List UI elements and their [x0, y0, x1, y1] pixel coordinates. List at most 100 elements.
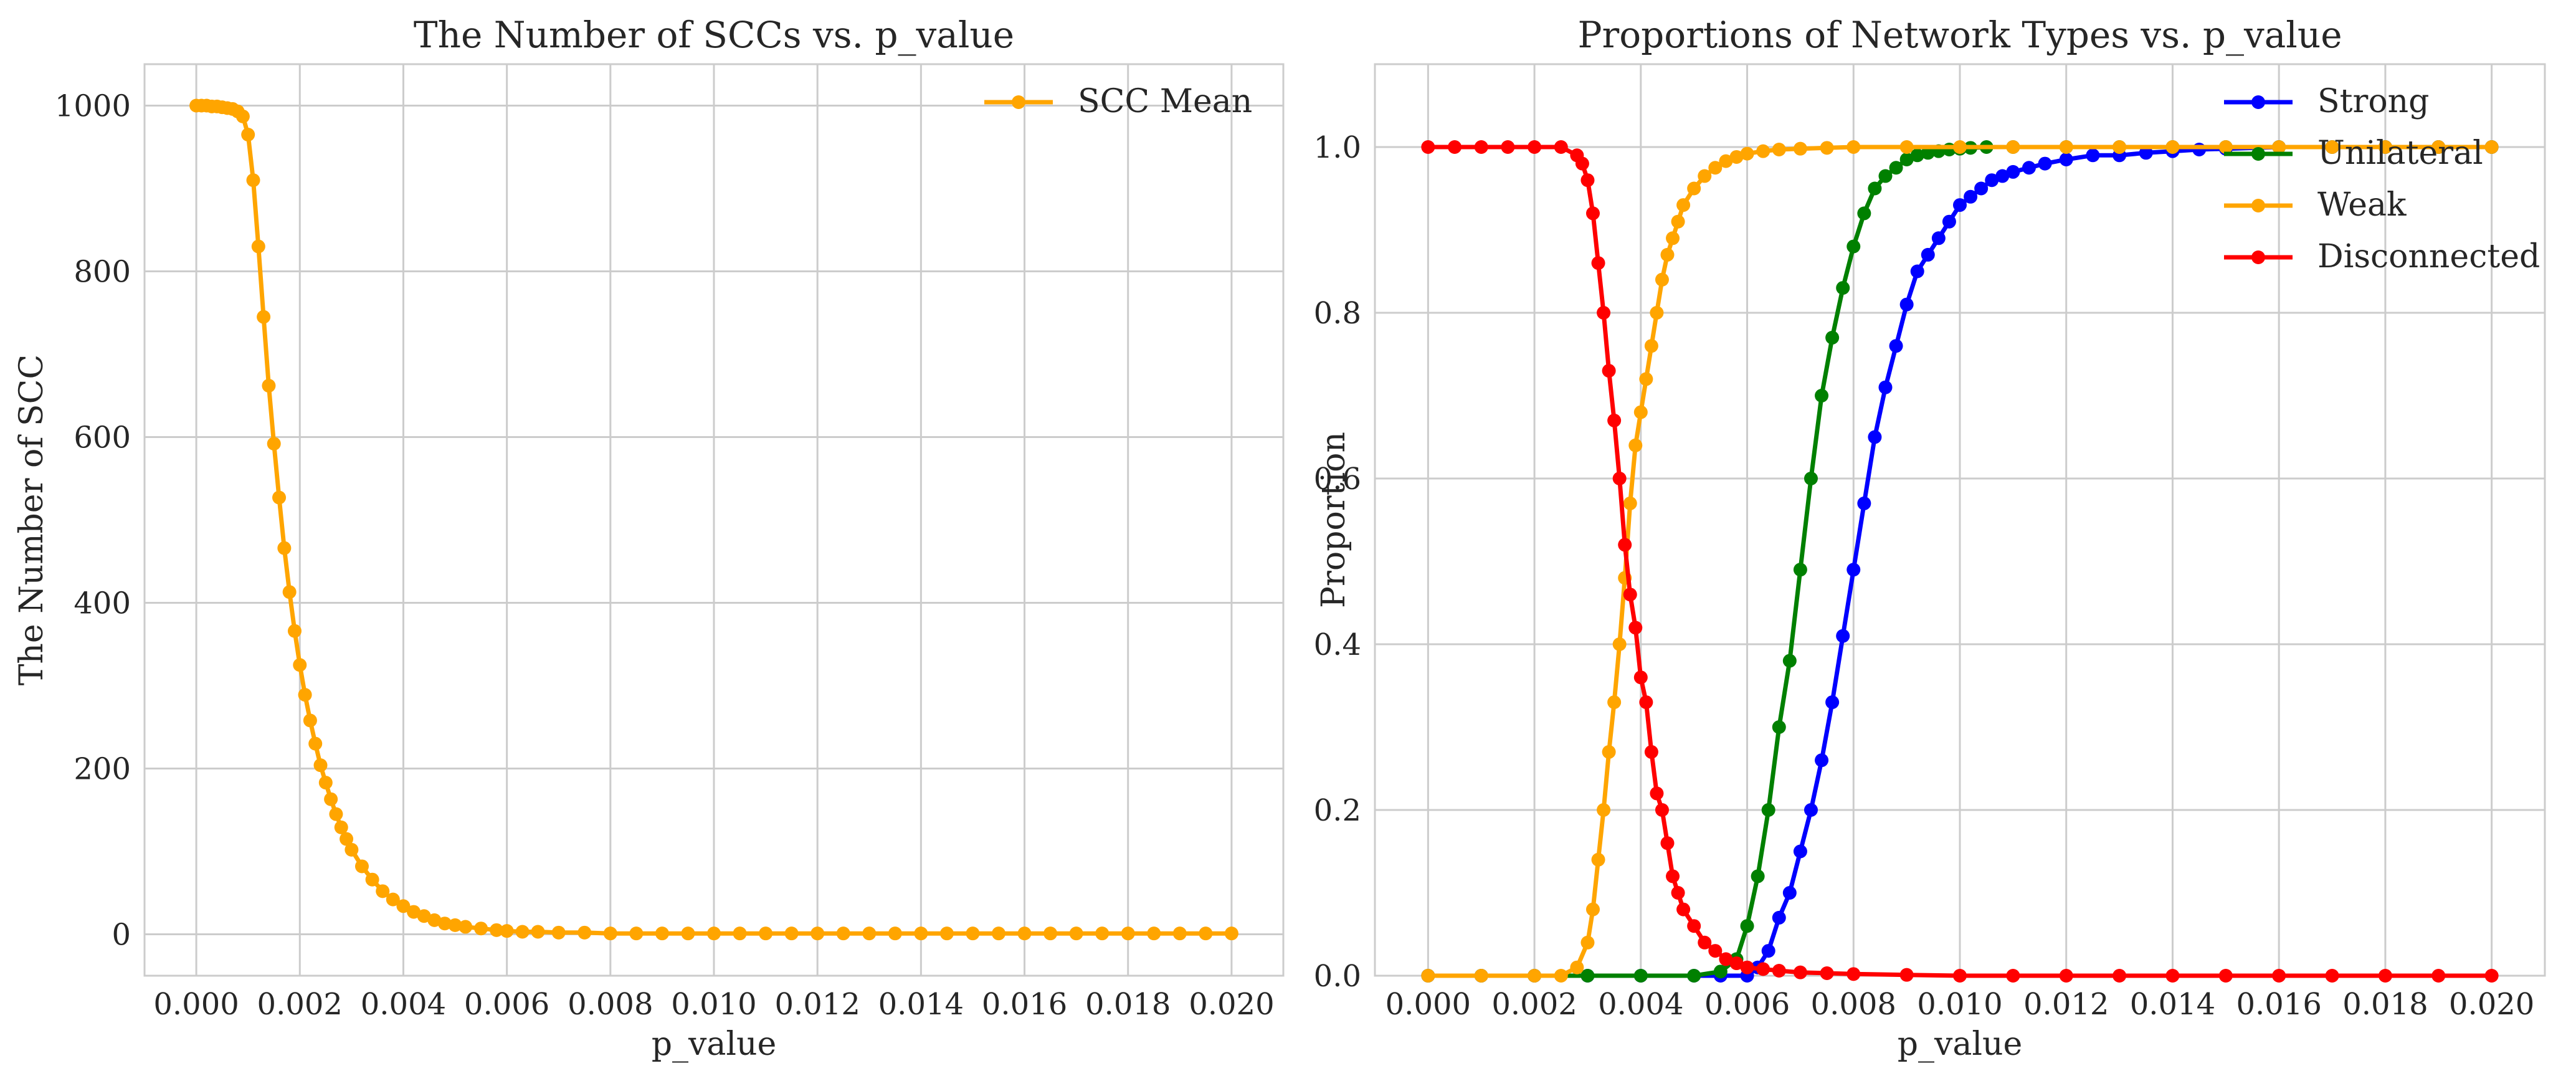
data-point — [1043, 926, 1058, 941]
legend-swatch-marker — [2251, 95, 2265, 109]
data-point — [1633, 969, 1648, 983]
data-point — [1772, 142, 1786, 156]
data-point — [2431, 969, 2446, 983]
data-point — [707, 926, 721, 941]
data-point — [2113, 140, 2127, 154]
data-point — [1751, 869, 1765, 883]
data-point — [1899, 968, 1914, 982]
data-point — [1676, 198, 1691, 212]
data-point — [396, 899, 411, 913]
data-point — [1172, 926, 1187, 941]
data-point — [417, 909, 431, 923]
data-point — [1671, 886, 1685, 900]
data-point — [1815, 389, 1829, 402]
series-disconnected — [1421, 140, 2499, 983]
data-point — [2192, 142, 2207, 156]
data-point — [1846, 563, 1861, 577]
data-point — [1836, 281, 1850, 295]
data-point — [1857, 206, 1871, 221]
y-tick-label: 800 — [74, 255, 131, 290]
data-point — [1953, 198, 1967, 212]
data-point — [655, 926, 669, 941]
data-point — [1825, 695, 1840, 710]
data-point — [1618, 538, 1632, 552]
data-point — [1597, 306, 1611, 320]
data-point — [1017, 926, 1032, 941]
data-point — [1655, 803, 1669, 817]
data-point — [939, 926, 954, 941]
data-point — [1782, 886, 1797, 900]
data-point — [1687, 919, 1701, 933]
data-point — [1528, 140, 1542, 154]
data-point — [1687, 969, 1701, 983]
data-point — [1995, 169, 2010, 183]
data-point — [1580, 173, 1595, 188]
data-point — [303, 713, 317, 728]
data-point — [1575, 156, 1589, 171]
legend-entry: Disconnected — [2317, 238, 2540, 275]
data-point — [1793, 563, 1807, 577]
y-tick-label: 1000 — [55, 89, 131, 124]
y-tick-label: 0.2 — [1314, 793, 1361, 828]
data-point — [334, 820, 348, 834]
data-point — [262, 379, 276, 393]
legend-swatch-marker — [2251, 147, 2265, 161]
data-point — [1421, 969, 1435, 983]
data-point — [966, 926, 980, 941]
data-point — [1804, 803, 1818, 817]
data-point — [531, 925, 545, 939]
data-point — [2006, 140, 2020, 154]
data-point — [1623, 496, 1637, 510]
data-point — [1878, 380, 1893, 394]
data-point — [407, 905, 421, 919]
data-point — [459, 920, 473, 934]
data-point — [235, 109, 250, 123]
data-point — [888, 926, 902, 941]
data-point — [1804, 472, 1818, 485]
data-point — [2165, 969, 2180, 983]
data-point — [437, 917, 452, 931]
x-tick-label: 0.016 — [2236, 987, 2321, 1022]
data-point — [1868, 430, 1882, 444]
x-tick-label: 0.018 — [1085, 987, 1171, 1022]
data-point — [1910, 264, 1924, 279]
data-point — [1878, 169, 1893, 183]
y-tick-label: 0 — [112, 918, 131, 953]
data-point — [1836, 629, 1850, 643]
data-point — [251, 239, 265, 254]
y-tick-label: 1.0 — [1314, 130, 1361, 165]
x-tick-label: 0.012 — [2023, 987, 2109, 1022]
data-point — [490, 923, 504, 937]
data-point — [1554, 140, 1568, 154]
data-point — [1633, 405, 1648, 419]
data-point — [354, 859, 369, 874]
data-point — [1644, 745, 1658, 759]
data-point — [1639, 695, 1653, 710]
data-point — [1719, 154, 1733, 168]
data-point — [2139, 146, 2153, 160]
data-point — [1921, 247, 1935, 262]
data-point — [1846, 239, 1861, 254]
data-point — [1793, 141, 1807, 156]
x-tick-label: 0.002 — [1491, 987, 1577, 1022]
data-point — [784, 926, 799, 941]
data-point — [914, 926, 928, 941]
legend: SCC Mean — [984, 83, 1252, 120]
x-tick-label: 0.002 — [257, 987, 343, 1022]
data-point — [1666, 869, 1680, 883]
data-point — [2272, 140, 2286, 154]
data-point — [1612, 637, 1627, 651]
data-point — [1095, 926, 1110, 941]
data-point — [1585, 206, 1600, 221]
data-point — [1740, 146, 1754, 161]
data-point — [2325, 969, 2339, 983]
x-tick-label: 0.004 — [1598, 987, 1683, 1022]
data-point — [1953, 140, 1967, 154]
data-point — [2165, 140, 2180, 154]
series-weak — [1421, 140, 2499, 983]
data-point — [318, 776, 333, 790]
data-point — [1660, 836, 1675, 850]
data-point — [1698, 935, 1712, 950]
data-point — [551, 925, 566, 940]
